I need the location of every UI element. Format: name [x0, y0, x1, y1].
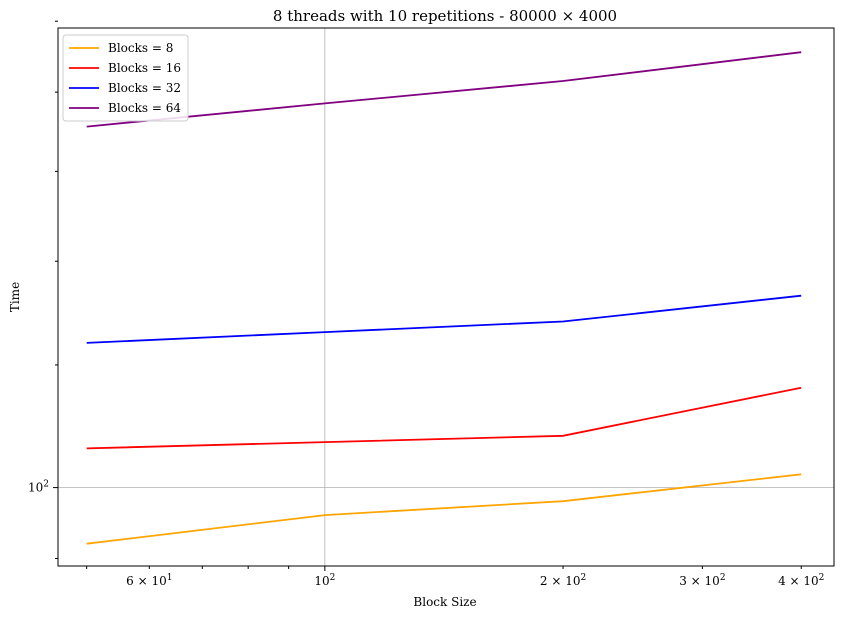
x-tick-label: 4 × 102	[778, 573, 824, 588]
x-tick-label: 3 × 102	[679, 573, 725, 588]
x-tick-label: 102	[314, 573, 335, 588]
x-axis-label: Block Size	[413, 595, 476, 609]
y-tick-label-exp: 2	[43, 480, 49, 490]
series-line-4	[86, 51, 802, 128]
legend: Blocks = 8 Blocks = 16 Blocks = 32 Blocks =…	[62, 34, 189, 122]
x-tick-label-base: 6 × 10	[126, 574, 167, 588]
legend-entry: Blocks = 8	[108, 41, 173, 55]
legend-box	[62, 34, 189, 122]
plot-frame	[57, 27, 835, 567]
legend-entry: Blocks = 16	[108, 61, 181, 75]
x-tick-label-exp: 1	[167, 573, 173, 583]
x-tick-label: 2 × 102	[540, 573, 586, 588]
y-tick-label: 102	[28, 480, 49, 495]
x-tick-label-exp: 2	[330, 573, 336, 583]
x-tick-label-base: 4 × 10	[778, 574, 819, 588]
x-tick-label: 6 × 101	[126, 573, 172, 588]
x-tick-label-exp: 2	[819, 573, 825, 583]
series-line-1	[86, 473, 802, 545]
x-tick-label-base: 2 × 10	[540, 574, 581, 588]
series-lines	[86, 51, 802, 545]
grid	[58, 28, 834, 566]
series-line-2	[86, 386, 802, 450]
legend-entry: Blocks = 64	[108, 101, 181, 115]
x-tick-label-exp: 2	[720, 573, 726, 583]
y-axis-ticks: 102	[28, 20, 58, 559]
series-line-3	[86, 294, 802, 344]
x-axis-ticks: 6 × 101 102 2 × 102 3 × 102 4 × 102	[86, 566, 824, 588]
x-tick-label-base: 10	[314, 574, 329, 588]
x-tick-label-base: 3 × 10	[679, 574, 720, 588]
x-tick-label-exp: 2	[580, 573, 586, 583]
legend-entry: Blocks = 32	[108, 81, 181, 95]
y-tick-label-base: 10	[28, 481, 43, 495]
chart-title: 8 threads with 10 repetitions - 80000 × …	[273, 7, 617, 25]
y-axis-label: Time	[8, 282, 22, 312]
